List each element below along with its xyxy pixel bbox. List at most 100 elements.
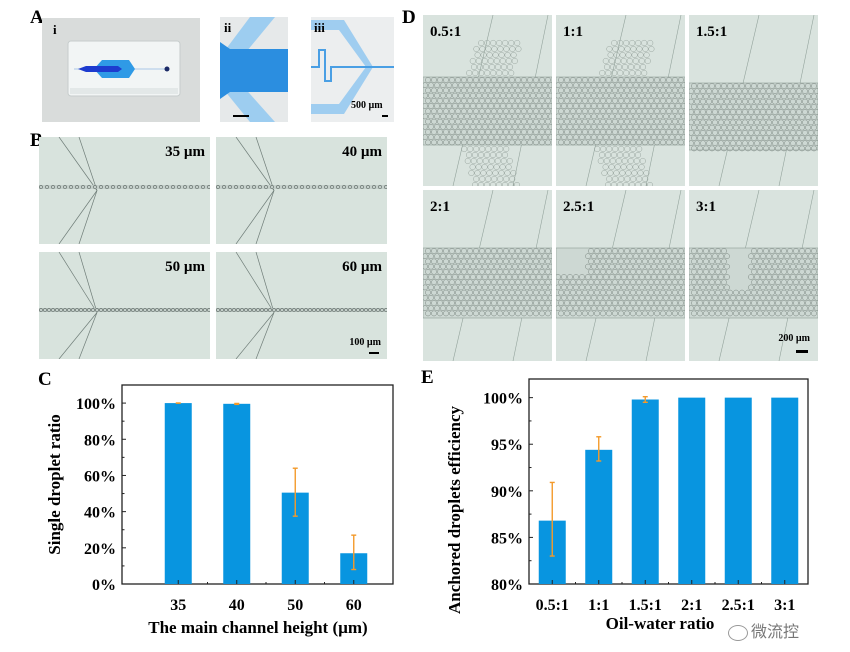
droplet	[567, 284, 573, 291]
droplet	[700, 253, 706, 260]
droplet	[748, 263, 754, 270]
droplet	[784, 109, 790, 115]
droplet	[458, 82, 464, 89]
droplet	[612, 279, 618, 286]
droplet	[486, 51, 493, 59]
droplet	[627, 134, 633, 141]
droplet	[372, 185, 376, 189]
panel-label-a: A	[30, 7, 44, 28]
droplet	[530, 113, 536, 120]
droplet	[527, 310, 533, 317]
droplet	[748, 294, 754, 301]
x-tick-label-3:1: 3:1	[774, 597, 795, 614]
droplet	[763, 268, 769, 275]
droplet	[778, 119, 784, 126]
droplet	[260, 308, 264, 312]
droplet	[461, 129, 467, 135]
droplet	[524, 134, 530, 141]
droplet	[666, 139, 672, 146]
droplet	[636, 289, 642, 296]
droplet	[689, 109, 694, 115]
droplet	[501, 151, 509, 159]
droplet	[730, 294, 736, 301]
droplet	[633, 294, 639, 301]
micrograph-oil-water-ratio-3: 2:1	[423, 190, 552, 361]
droplet	[715, 279, 721, 286]
droplet	[610, 151, 618, 159]
droplet	[428, 134, 434, 141]
droplet	[425, 268, 431, 275]
channel-height-label: 35 µm	[165, 144, 205, 160]
plot-frame	[528, 378, 809, 585]
droplet	[588, 300, 594, 306]
droplet	[324, 308, 328, 312]
droplet	[518, 305, 524, 312]
droplet	[790, 119, 796, 126]
droplet	[437, 77, 443, 83]
droplet	[624, 87, 630, 94]
droplet	[533, 310, 539, 317]
droplet	[521, 300, 527, 306]
droplet	[811, 124, 817, 131]
droplet	[564, 289, 570, 296]
droplet	[615, 92, 621, 99]
droplet	[600, 310, 606, 317]
droplet	[721, 93, 727, 100]
droplet	[487, 163, 494, 171]
droplet	[748, 305, 754, 312]
droplet	[769, 83, 775, 89]
droplet	[488, 92, 494, 99]
droplet	[591, 284, 597, 291]
droplet	[123, 185, 127, 189]
droplet	[482, 63, 490, 71]
droplet	[425, 77, 431, 83]
droplet	[573, 274, 579, 280]
droplet	[470, 284, 476, 291]
droplet	[491, 248, 497, 254]
droplet	[703, 114, 709, 121]
droplet	[485, 45, 492, 53]
droplet	[573, 92, 579, 99]
droplet	[644, 57, 651, 65]
droplet	[675, 253, 681, 260]
droplet	[730, 305, 736, 312]
droplet	[573, 103, 579, 109]
droplet	[609, 305, 615, 312]
droplet	[500, 113, 506, 120]
droplet	[727, 114, 733, 121]
droplet	[474, 169, 481, 177]
droplet	[530, 253, 536, 260]
panel-label-d: D	[402, 7, 416, 28]
droplet-array-illustration	[689, 15, 818, 186]
droplet	[760, 263, 766, 270]
droplet	[585, 113, 591, 120]
droplet	[718, 253, 724, 260]
droplet	[672, 268, 678, 275]
droplet	[633, 157, 640, 165]
droplet	[498, 51, 505, 59]
droplet	[558, 139, 564, 146]
droplet	[564, 279, 570, 286]
droplet	[724, 140, 730, 147]
droplet	[697, 289, 703, 296]
droplet	[736, 98, 742, 105]
droplet	[437, 139, 443, 146]
droplet	[636, 175, 643, 183]
droplet	[706, 263, 712, 270]
droplet	[763, 248, 769, 254]
main-channel	[39, 308, 210, 312]
droplet	[497, 300, 503, 306]
droplet	[712, 294, 718, 301]
droplet	[772, 305, 778, 312]
droplet	[715, 310, 721, 317]
droplet	[558, 129, 564, 135]
droplet	[642, 87, 648, 94]
droplet	[775, 135, 781, 141]
droplet	[594, 97, 600, 104]
droplet	[488, 103, 494, 109]
droplet	[155, 308, 159, 312]
droplet	[515, 45, 522, 53]
droplet	[754, 109, 760, 115]
droplet	[509, 108, 515, 115]
droplet	[488, 294, 494, 301]
